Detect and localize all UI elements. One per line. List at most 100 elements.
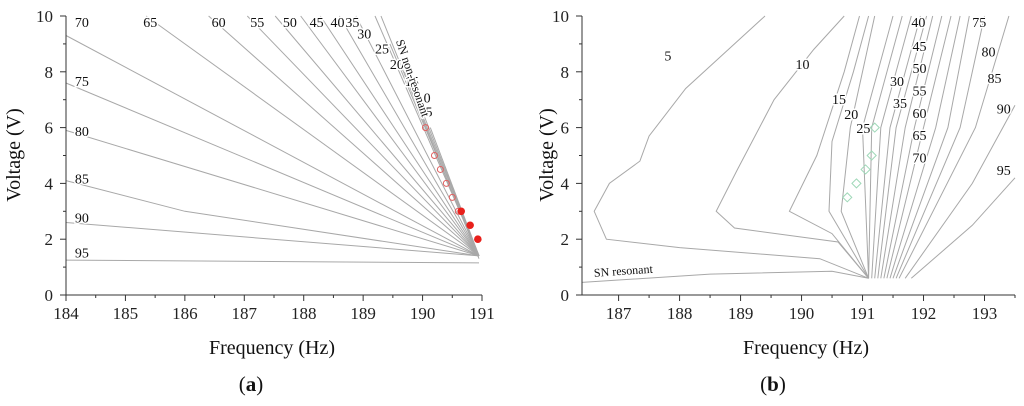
pa-filled-marker	[457, 207, 466, 216]
pb-contour-line-30	[861, 15, 894, 279]
pb-contour-line-SN-resonant	[581, 270, 869, 283]
pb-contour-line-15	[788, 15, 869, 279]
pb-x-tick-label: 192	[911, 304, 937, 323]
pa-contour-line-SN-non-resonant	[380, 15, 480, 259]
pb-x-axis-label: Frequency (Hz)	[743, 337, 869, 359]
pa-contour-label-25: 25	[375, 43, 389, 58]
pb-contour-label-20: 20	[844, 108, 858, 123]
pa-y-tick-label: 6	[45, 119, 54, 138]
pa-contour-label-95: 95	[75, 246, 89, 261]
pa-contours	[65, 15, 480, 264]
panel-b: 5101520253035404550556065707580859095SN …	[536, 7, 1016, 396]
pb-contour-label-90: 90	[997, 103, 1011, 118]
pa-filled-marker	[466, 221, 474, 230]
pb-contour-line-10	[715, 15, 869, 279]
pa-contour-label-80: 80	[75, 125, 89, 140]
pa-contour-line-50	[274, 15, 480, 257]
pb-y-tick-label: 10	[552, 7, 569, 26]
pb-contour-line-70	[889, 15, 961, 279]
pb-contour-label-60: 60	[913, 107, 927, 122]
pa-contour-label-50: 50	[283, 16, 297, 31]
pa-open-marker	[430, 152, 438, 159]
pb-x-tick-label: 193	[972, 304, 998, 323]
pb-contour-line-35	[868, 15, 903, 279]
pa-filled-markers	[457, 207, 482, 243]
pa-y-axis-label: Voltage (V)	[3, 108, 25, 202]
pa-open-marker	[442, 179, 450, 187]
pa-contour-line-35	[338, 15, 480, 257]
pa-panel-label: (a)	[239, 372, 264, 396]
pb-contour-line-5	[593, 15, 869, 279]
pb-y-tick-label: 6	[561, 119, 570, 138]
pa-contour-label-90: 90	[75, 211, 89, 226]
pb-contour-label-35: 35	[893, 97, 907, 112]
pb-contour-label-70: 70	[913, 151, 927, 166]
pa-contour-label-SN-non-resonant: SN non-resonant	[393, 38, 433, 120]
pa-y-tick-label: 0	[45, 286, 54, 305]
pa-x-tick-label: 187	[232, 304, 258, 323]
pa-x-tick-label: 191	[469, 304, 495, 323]
pb-contour-label-50: 50	[913, 62, 927, 77]
pb-y-tick-label: 0	[561, 286, 570, 305]
pb-open-marker	[869, 122, 880, 133]
pa-x-axis-label: Frequency (Hz)	[209, 337, 335, 359]
pa-y-tick-label: 4	[45, 174, 54, 193]
pa-contour-line-75	[65, 82, 480, 257]
pa-contour-label-5: 5	[426, 105, 433, 120]
pb-contour-line-40	[871, 15, 912, 279]
pb-contour-label-25: 25	[856, 122, 870, 137]
pb-y-tick-label: 4	[561, 174, 570, 193]
pa-x-tick-label: 184	[53, 304, 79, 323]
pa-contour-line-70	[65, 35, 480, 257]
pb-contour-label-75: 75	[972, 16, 986, 31]
pa-y-tick-label: 2	[45, 230, 54, 249]
pb-contour-label-30: 30	[890, 75, 904, 90]
pa-contour-label-55: 55	[250, 16, 264, 31]
pb-open-markers	[842, 122, 880, 203]
pa-y-tick-label: 10	[36, 7, 53, 26]
pa-contour-line-85	[65, 180, 480, 257]
pb-contour-line-80	[895, 15, 985, 279]
pa-x-tick-label: 185	[113, 304, 139, 323]
pb-contour-line-95	[910, 177, 1016, 279]
pa-filled-marker	[474, 235, 482, 243]
pa-y-tick-label: 8	[45, 63, 54, 82]
pb-contour-line-20	[828, 15, 870, 279]
pa-x-tick-label: 188	[291, 304, 317, 323]
pb-open-marker	[851, 178, 862, 189]
pb-contour-line-55	[880, 15, 934, 279]
pa-x-tick-label: 186	[172, 304, 198, 323]
pa-contour-label-15: 15	[405, 75, 419, 90]
pb-contour-line-90	[904, 105, 1016, 279]
pb-contour-label-SN-resonant: SN resonant	[593, 262, 653, 280]
pb-contour-label-65: 65	[913, 129, 927, 144]
pa-contour-line-45	[300, 15, 480, 257]
pb-contour-line-85	[898, 15, 1010, 279]
pa-contour-line-40	[319, 15, 480, 257]
pa-contour-label-45: 45	[310, 16, 324, 31]
pb-contour-label-15: 15	[832, 93, 846, 108]
pa-contour-label-70: 70	[75, 16, 89, 31]
pb-contour-line-50	[877, 15, 928, 279]
pa-contour-line-90	[65, 222, 480, 257]
pa-contour-label-35: 35	[345, 16, 359, 31]
pa-contour-line-80	[65, 129, 480, 257]
pa-contour-label-20: 20	[390, 58, 404, 73]
pb-y-axis-label: Voltage (V)	[536, 108, 558, 202]
pa-contour-label-65: 65	[143, 16, 157, 31]
pb-open-marker	[866, 150, 877, 161]
pb-contour-label-45: 45	[913, 40, 927, 55]
pa-contour-line-65	[145, 15, 480, 257]
pa-x-tick-label: 190	[410, 304, 436, 323]
pb-contour-line-75	[892, 15, 970, 279]
pb-contour-label-80: 80	[981, 45, 995, 60]
pb-x-tick-label: 187	[606, 304, 632, 323]
pa-open-marker	[436, 165, 444, 173]
pb-contour-line-45	[874, 15, 921, 279]
pb-contours	[581, 15, 1016, 283]
pb-x-tick-label: 188	[667, 304, 693, 323]
pa-open-marker	[422, 124, 430, 132]
pa-contour-label-40: 40	[330, 16, 344, 31]
